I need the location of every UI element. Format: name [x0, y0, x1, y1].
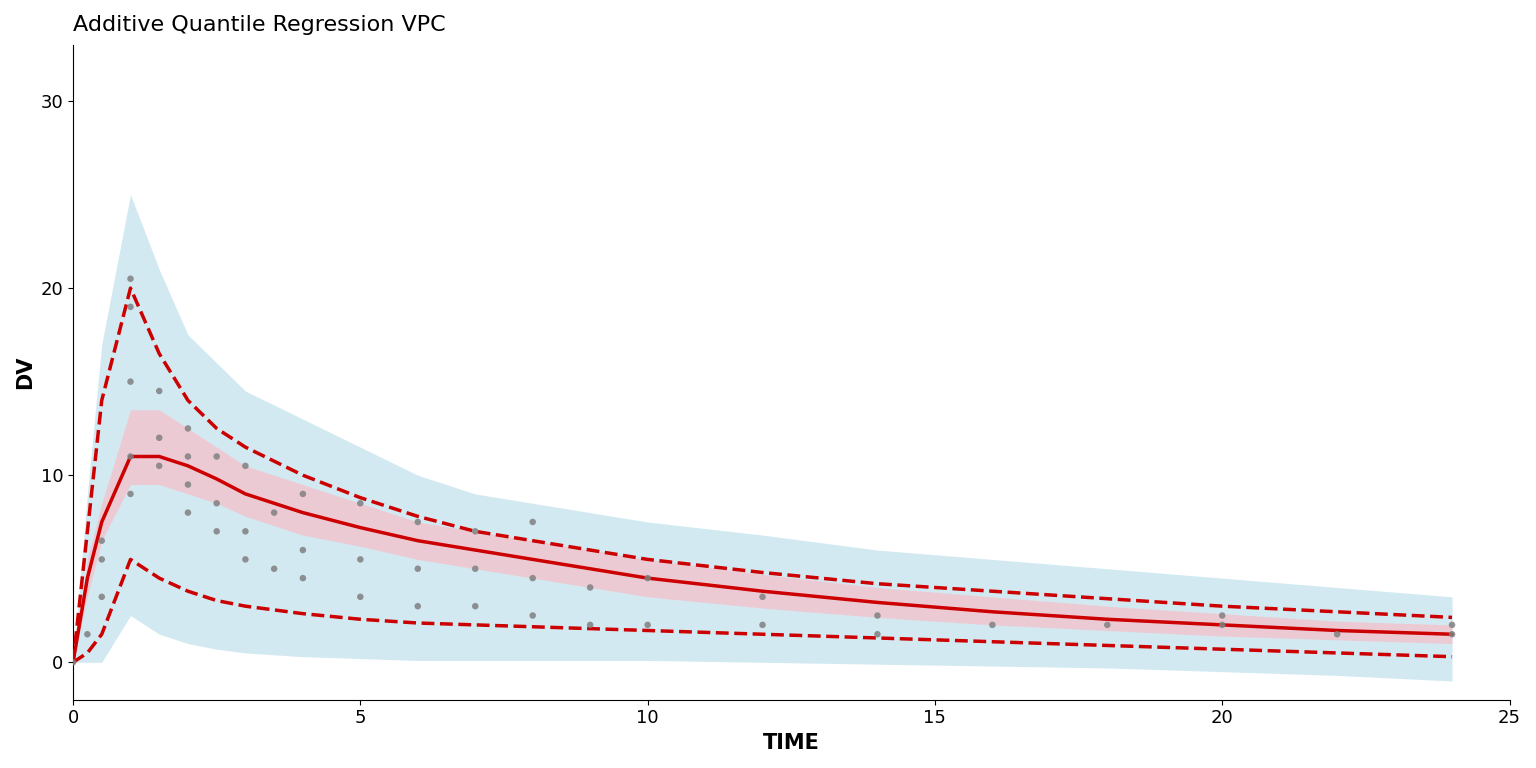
Point: [118, 450, 143, 462]
Point: [75, 628, 100, 641]
Point: [118, 273, 143, 285]
Point: [521, 572, 545, 584]
Point: [521, 609, 545, 621]
Point: [1210, 609, 1235, 621]
Point: [233, 460, 258, 472]
Point: [61, 656, 86, 668]
Point: [118, 376, 143, 388]
Point: [636, 619, 660, 631]
Point: [980, 619, 1005, 631]
Point: [521, 516, 545, 528]
Point: [261, 506, 286, 518]
Y-axis label: DV: DV: [15, 356, 35, 389]
Point: [462, 525, 487, 538]
Point: [204, 450, 229, 462]
Point: [462, 600, 487, 612]
Point: [349, 497, 373, 509]
Point: [89, 535, 114, 547]
Point: [1326, 628, 1350, 641]
Point: [118, 301, 143, 313]
Point: [406, 516, 430, 528]
X-axis label: TIME: TIME: [763, 733, 820, 753]
Point: [204, 525, 229, 538]
Point: [261, 563, 286, 575]
Point: [750, 619, 774, 631]
Point: [865, 609, 889, 621]
Point: [636, 572, 660, 584]
Point: [1439, 619, 1464, 631]
Point: [233, 525, 258, 538]
Point: [204, 497, 229, 509]
Point: [578, 619, 602, 631]
Point: [233, 553, 258, 565]
Point: [750, 591, 774, 603]
Point: [1210, 619, 1235, 631]
Point: [578, 581, 602, 594]
Text: Additive Quantile Regression VPC: Additive Quantile Regression VPC: [74, 15, 445, 35]
Point: [349, 553, 373, 565]
Point: [89, 553, 114, 565]
Point: [118, 488, 143, 500]
Point: [406, 563, 430, 575]
Point: [175, 478, 200, 491]
Point: [89, 591, 114, 603]
Point: [406, 600, 430, 612]
Point: [175, 450, 200, 462]
Point: [462, 563, 487, 575]
Point: [147, 432, 172, 444]
Point: [1095, 619, 1120, 631]
Point: [290, 488, 315, 500]
Point: [175, 506, 200, 518]
Point: [290, 572, 315, 584]
Point: [290, 544, 315, 556]
Point: [1439, 628, 1464, 641]
Point: [865, 628, 889, 641]
Point: [147, 460, 172, 472]
Point: [147, 385, 172, 397]
Point: [175, 422, 200, 435]
Point: [349, 591, 373, 603]
